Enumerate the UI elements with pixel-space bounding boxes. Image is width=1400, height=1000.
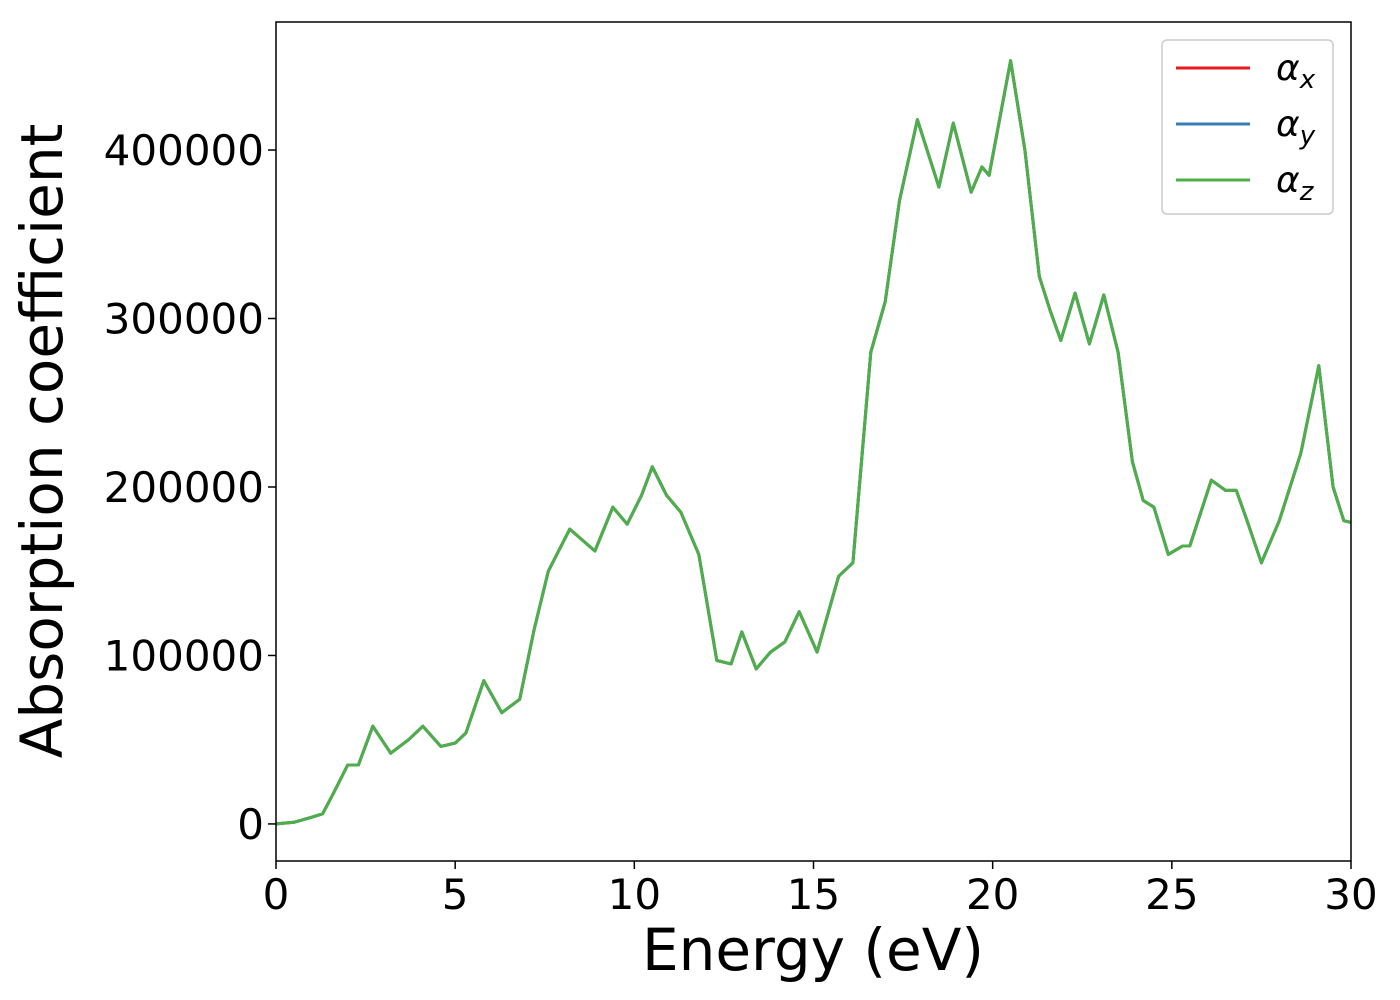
x-axis-label: Energy (eV): [642, 916, 984, 984]
y-tick-label: 0: [237, 800, 264, 849]
x-tick-label: 15: [787, 870, 840, 919]
legend: αx αy αz: [1161, 39, 1334, 215]
y-tick-label: 200000: [104, 463, 264, 512]
x-tick-label: 25: [1145, 870, 1198, 919]
legend-box: [1161, 39, 1334, 215]
plot-frame: [275, 21, 1352, 862]
legend-label: αz: [1276, 160, 1315, 207]
x-tick-label: 10: [608, 870, 661, 919]
x-tick-label: 20: [966, 870, 1019, 919]
y-tick-label: 100000: [104, 631, 264, 680]
legend-label: αy: [1276, 104, 1316, 151]
data-line: [276, 59, 1351, 826]
x-tick-label: 5: [442, 870, 469, 919]
legend-label: αx: [1276, 48, 1316, 95]
y-tick-label: 300000: [104, 295, 264, 344]
x-tick-label: 30: [1324, 870, 1377, 919]
y-axis-label: Absorption coefficient: [8, 124, 76, 759]
y-tick-label: 400000: [104, 126, 264, 175]
x-tick-label: 0: [263, 870, 290, 919]
